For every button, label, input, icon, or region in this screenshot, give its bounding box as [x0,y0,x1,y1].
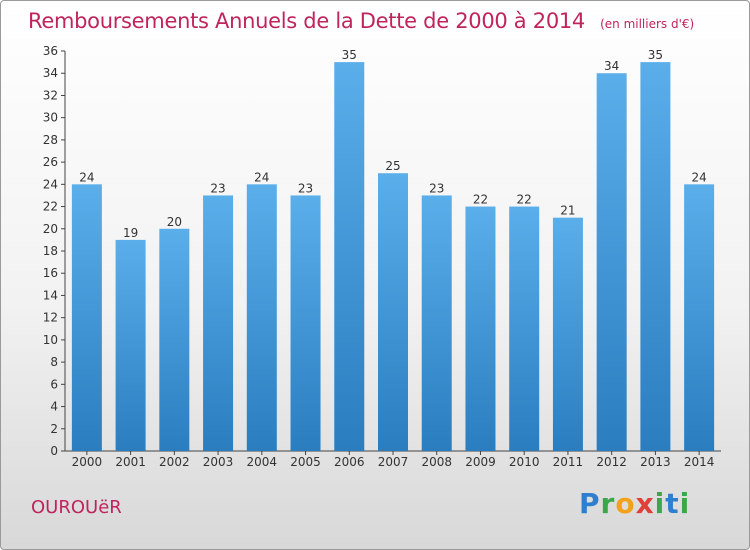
y-tick-label: 28 [43,133,58,147]
y-tick-label: 22 [43,200,58,214]
x-tick-label: 2010 [509,455,540,469]
logo-letter: t [665,487,680,520]
x-tick-label: 2012 [596,455,627,469]
y-tick-label: 10 [43,333,58,347]
x-tick-label: 2005 [290,455,321,469]
logo-letter: o [615,487,636,520]
y-tick-label: 12 [43,311,58,325]
x-tick-label: 2013 [640,455,671,469]
bar [509,206,540,451]
y-tick-label: 14 [43,288,58,302]
y-tick-label: 34 [43,66,58,80]
y-tick-label: 30 [43,111,58,125]
y-tick-label: 26 [43,155,58,169]
bar-value-label: 34 [604,59,619,73]
x-tick-label: 2001 [115,455,146,469]
chart-title: Remboursements Annuels de la Dette de 20… [28,9,694,33]
bar-value-label: 23 [210,181,225,195]
bar [596,73,627,451]
x-tick-label: 2009 [465,455,496,469]
logo-letter: r [600,487,616,520]
x-tick-label: 2003 [203,455,234,469]
logo-letter: x [635,487,655,520]
bar [421,195,452,451]
bar [640,62,671,451]
chart-title-main: Remboursements Annuels de la Dette de 20… [28,9,585,33]
bar [290,195,321,451]
logo-letter: i [679,487,691,520]
y-tick-label: 8 [50,355,58,369]
logo-letter: P [579,487,601,520]
bar-value-label: 22 [473,193,488,207]
bar [552,217,583,451]
bar [684,184,715,452]
bar [115,239,146,451]
bar-value-label: 24 [691,170,706,184]
x-tick-label: 2006 [334,455,365,469]
y-tick-label: 0 [50,444,58,458]
y-tick-label: 36 [43,44,58,58]
y-tick-label: 32 [43,88,58,102]
logo-letter: i [654,487,666,520]
bar-value-label: 22 [517,193,532,207]
y-tick-label: 6 [50,377,58,391]
bar [334,62,365,451]
bar-value-label: 35 [342,48,357,62]
x-tick-label: 2000 [72,455,103,469]
bar-value-label: 20 [167,215,182,229]
y-tick-label: 16 [43,266,58,280]
bar [465,206,496,451]
bar-value-label: 21 [560,204,575,218]
bar-value-label: 23 [298,181,313,195]
x-tick-label: 2002 [159,455,190,469]
bar-value-label: 19 [123,226,138,240]
y-tick-label: 24 [43,177,58,191]
x-tick-label: 2014 [684,455,715,469]
chart-title-unit: (en milliers d'€) [600,17,695,31]
commune-name: OUROUëR [31,497,122,518]
bar [246,184,277,452]
x-tick-label: 2007 [378,455,409,469]
proxiti-logo: Proxiti [579,487,690,520]
bar [159,228,190,451]
y-tick-label: 18 [43,244,58,258]
bar-value-label: 24 [79,170,94,184]
y-tick-label: 2 [50,422,58,436]
x-tick-label: 2008 [421,455,452,469]
bar-value-label: 23 [429,181,444,195]
bar [378,173,408,451]
bar [71,184,102,452]
bar [203,195,234,451]
bar-value-label: 24 [254,170,269,184]
bar-value-label: 25 [385,159,400,173]
y-tick-label: 4 [50,400,58,414]
bar-value-label: 35 [648,48,663,62]
y-tick-label: 20 [43,222,58,236]
x-tick-label: 2004 [247,455,278,469]
x-tick-label: 2011 [553,455,584,469]
